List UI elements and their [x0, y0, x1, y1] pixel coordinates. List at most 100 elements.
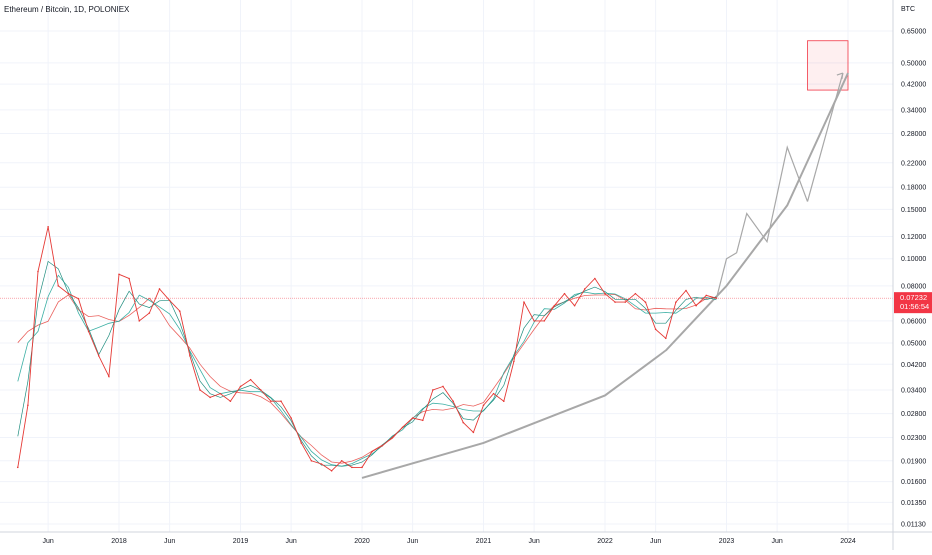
price-point [249, 378, 252, 381]
price-point [401, 426, 404, 429]
price-point [452, 400, 454, 403]
price-tick-label: 0.28000 [901, 131, 926, 138]
price-point [573, 304, 576, 307]
price-point [47, 226, 49, 228]
price-point [381, 444, 384, 447]
target-box [807, 40, 849, 91]
price-tick-label: 0.42000 [901, 82, 926, 89]
price-point [654, 328, 657, 331]
price-series [16, 226, 718, 472]
price-tick-label: 0.01600 [901, 479, 926, 486]
price-point [67, 292, 70, 295]
price-point [371, 450, 373, 453]
price-point [614, 301, 616, 303]
price-point [391, 436, 394, 439]
price-point [229, 400, 232, 403]
time-tick-label: 2023 [719, 538, 735, 545]
price-point [219, 392, 222, 395]
price-point [644, 301, 647, 303]
price-point [523, 301, 525, 303]
price-tick-label: 0.08000 [901, 283, 926, 290]
time-tick-label: Jun [164, 538, 175, 545]
price-point [168, 299, 171, 302]
time-tick-label: 2021 [476, 538, 492, 545]
price-point [340, 459, 343, 462]
price-point [472, 431, 475, 434]
price-point [148, 312, 151, 314]
price-point [482, 404, 485, 407]
time-tick-label: Jun [650, 538, 661, 545]
parabolic-support-curve [361, 72, 849, 479]
time-tick-label: Jun [285, 538, 296, 545]
moving-average-slow [17, 294, 717, 464]
price-tick-label: 0.34000 [901, 107, 926, 114]
moving-average-mid [17, 274, 717, 467]
price-point [543, 320, 546, 322]
price-axis-unit: BTC [901, 6, 915, 13]
price-tick-label: 0.15000 [901, 207, 926, 214]
price-point [442, 385, 444, 388]
price-point [280, 400, 282, 403]
projected-path [715, 145, 809, 299]
projection-curve [361, 72, 849, 479]
time-tick-label: 2022 [597, 538, 613, 545]
time-tick-label: Jun [42, 538, 53, 545]
price-point [27, 404, 29, 407]
price-tick-label: 0.22000 [901, 160, 926, 167]
price-point [563, 292, 566, 295]
time-tick-label: Jun [771, 538, 782, 545]
price-line [17, 226, 717, 472]
projection-arrow [806, 72, 844, 202]
price-tick-label: 0.04200 [901, 362, 926, 369]
time-tick-label: 2024 [840, 538, 856, 545]
price-tick-label: 0.10000 [901, 256, 926, 263]
price-point [108, 375, 110, 378]
projection-arrow-head [836, 72, 844, 80]
price-point [310, 459, 313, 462]
price-point [290, 417, 292, 419]
price-tick-label: 0.06000 [901, 318, 926, 325]
price-point [300, 442, 303, 444]
price-point [664, 337, 667, 340]
price-point [695, 304, 697, 307]
price-point [513, 360, 515, 363]
price-tick-label: 0.02300 [901, 435, 926, 442]
price-point [361, 466, 363, 469]
price-point [583, 288, 586, 290]
price-tick-label: 0.03400 [901, 387, 926, 394]
price-point [462, 421, 465, 424]
price-point [259, 389, 262, 391]
price-tick-label: 0.01900 [901, 458, 926, 465]
price-point [432, 389, 434, 391]
time-tick-label: 2019 [233, 538, 249, 545]
price-point [87, 330, 90, 333]
price-tick-label: 0.18000 [901, 185, 926, 192]
price-tick-label: 0.01130 [901, 522, 926, 529]
price-tick-label: 0.50000 [901, 60, 926, 67]
price-point [685, 289, 687, 292]
price-point [594, 277, 596, 280]
price-tick-label: 0.02800 [901, 411, 926, 418]
price-point [421, 419, 424, 422]
chart-grid [0, 0, 893, 532]
price-point [37, 270, 39, 273]
price-point [351, 466, 353, 469]
price-point [604, 292, 606, 295]
price-point [502, 400, 505, 403]
price-point [330, 469, 333, 472]
price-point [675, 301, 677, 303]
price-point [158, 288, 161, 290]
time-axis[interactable]: Jun 2018 Jun 2019 Jun 2020 Jun 2021 Jun 2022 Jun 20… [0, 531, 932, 545]
price-axis[interactable]: BTC 0.65000 0.50000 0.42000 0.34000 0.28000 0.… [892, 0, 932, 550]
last-price-tag [894, 292, 932, 314]
price-point [492, 392, 495, 395]
symbol-title: Ethereum / Bitcoin, 1D, POLONIEX [4, 5, 130, 14]
price-point [320, 463, 323, 465]
price-point [97, 355, 100, 357]
last-price-value: 0.07232 [900, 293, 927, 302]
price-point [128, 277, 130, 280]
price-point [624, 301, 627, 303]
price-tick-label: 0.65000 [901, 29, 926, 36]
